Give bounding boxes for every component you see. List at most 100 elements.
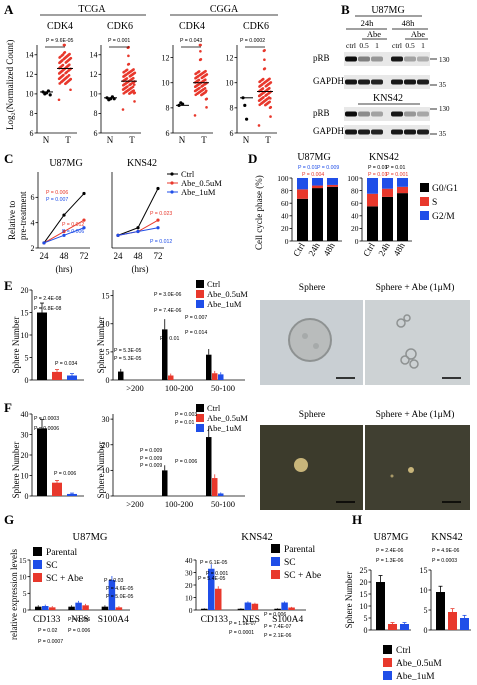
panel-h-c2-tick-label: 15 bbox=[420, 566, 428, 575]
panel-g-legend-sc: SC bbox=[46, 561, 58, 571]
panel-c-point bbox=[62, 213, 66, 217]
panel-f-right-x-tick-label: 50-100 bbox=[211, 499, 235, 509]
panel-e-right-bar bbox=[206, 354, 212, 380]
panel-c-point bbox=[42, 241, 46, 245]
panel-label-b: B bbox=[341, 2, 350, 17]
panel-g-legend-1: Parental SC SC + Abe bbox=[33, 547, 83, 584]
panel-b-band-prb-2 bbox=[345, 111, 357, 117]
panel-f-right-tick-label: 10 bbox=[102, 466, 110, 475]
panel-e: Sphere Number Sphere Number 0 5 10 15 20 0 5 1… bbox=[11, 279, 470, 393]
panel-c-legend-abe05: Abe_0.5uM bbox=[181, 178, 222, 188]
panel-d-c1-tick-label: 60 bbox=[281, 199, 289, 208]
panel-a-c1-tick-label: 6 bbox=[30, 129, 34, 138]
panel-f-right-tick-label: 20 bbox=[102, 441, 110, 450]
panel-a-c1-tick-label: 12 bbox=[26, 70, 34, 79]
panel-g-legend-parental-2: Parental bbox=[284, 545, 315, 555]
panel-b-band-gapdh-2 bbox=[345, 129, 357, 135]
panel-a-tumor-point bbox=[65, 65, 69, 68]
panel-a-tumor-point bbox=[257, 94, 261, 98]
panel-a-tumor-point bbox=[122, 92, 126, 95]
panel-e-right-p-6: P = 0.007 bbox=[185, 315, 207, 321]
panel-e-left-bar bbox=[67, 375, 77, 380]
panel-g-x-tick-label: S100A4 bbox=[98, 615, 129, 625]
panel-e-right-axes: 0 5 10 15 >200 100-200 50-100 bbox=[102, 290, 245, 393]
panel-b-lane-labels: ctrl 0.5 1 ctrl 0.5 1 bbox=[346, 41, 425, 50]
panel-b-band-gapdh bbox=[371, 79, 383, 85]
panel-g-bar bbox=[42, 606, 49, 610]
panel-f-left-tick-label: 30 bbox=[21, 430, 29, 439]
panel-a-c4-tick-label: 12 bbox=[226, 53, 234, 62]
panel-h-chart1-axes: 0 5 10 15 20 25 bbox=[360, 566, 411, 635]
panel-a-tumor-point bbox=[258, 85, 261, 88]
panel-a-tumor-point bbox=[197, 70, 200, 74]
panel-g-bar bbox=[68, 606, 75, 610]
panel-g-bar bbox=[75, 602, 82, 610]
panel-b-lane-label: 0.5 bbox=[405, 41, 415, 50]
panel-c-ylabel-1: Relative to bbox=[7, 200, 17, 240]
panel-d: Cell cycle phase (%) U87MG KNS42 0 20 40 60… bbox=[254, 152, 458, 258]
panel-f-legend-ctrl: Ctrl bbox=[207, 403, 221, 413]
panel-b-drug-1: Abe bbox=[367, 29, 381, 39]
panel-f-left-tick-label: 40 bbox=[21, 410, 29, 419]
panel-f-left-tick-label: 0 bbox=[25, 492, 29, 501]
panel-label-c: C bbox=[4, 151, 13, 166]
panel-f-left-tick-label: 20 bbox=[21, 451, 29, 460]
panel-a-tumor-point bbox=[262, 67, 266, 71]
panel-d-chart1-pblue-1: P = 0.01 bbox=[298, 165, 317, 171]
panel-g-bar bbox=[281, 602, 288, 610]
panel-g-bar bbox=[274, 608, 281, 610]
panel-d-c2-tick-label: 0 bbox=[355, 237, 359, 246]
panel-g-x-tick-label: CD133 bbox=[33, 615, 61, 625]
panel-b-band-gapdh-2 bbox=[417, 129, 429, 135]
panel-f: Sphere Number Sphere Number 0 10 20 30 40 0 1… bbox=[11, 403, 470, 510]
panel-f-image-sphere bbox=[260, 425, 363, 510]
panel-b-lane-label: ctrl bbox=[392, 41, 402, 50]
panel-e-legend-abe05: Abe_0.5uM bbox=[207, 289, 248, 299]
panel-a-tumor-point bbox=[67, 68, 71, 72]
panel-a-tumor-point bbox=[123, 70, 126, 74]
panel-c-chart1-p-3: P = 0.012 bbox=[62, 222, 84, 228]
panel-a-chart2-p: P = 0.001 bbox=[108, 38, 130, 44]
panel-a-tumor-point bbox=[268, 106, 272, 110]
panel-a-c2-tick-label: 6 bbox=[94, 129, 98, 138]
panel-e-right-p-2: P = 5.3E-05 bbox=[114, 356, 142, 362]
panel-e-image-sphere-abe bbox=[365, 300, 470, 385]
panel-d-legend: G0/G1 S G2/M bbox=[420, 183, 458, 222]
panel-e-right-bar bbox=[212, 373, 218, 380]
panel-h-c2-bar bbox=[448, 612, 457, 630]
panel-e-right-tick-label: 15 bbox=[102, 291, 110, 300]
panel-d-x-tick-label: 48h bbox=[321, 241, 337, 258]
panel-g-bar bbox=[237, 608, 245, 610]
panel-c-x-tick-label: 48 bbox=[134, 251, 144, 261]
panel-a-tumor-point bbox=[194, 89, 198, 92]
panel-a-tumor-point bbox=[200, 93, 203, 97]
panel-b-lane-label: ctrl bbox=[346, 41, 356, 50]
panel-g-x-tick-label: NES bbox=[242, 615, 260, 625]
panel-a-normal-point bbox=[48, 93, 52, 97]
panel-label-e: E bbox=[4, 278, 13, 293]
panel-h-c1-bar bbox=[388, 624, 397, 630]
panel-a-chart3-title: CDK4 bbox=[179, 21, 205, 32]
panel-a-c3-tick-label: 12 bbox=[162, 53, 170, 62]
panel-f-ylabel-2: Sphere Number bbox=[96, 442, 106, 499]
panel-label-d: D bbox=[248, 151, 257, 166]
panel-g-c2-p-6: P = 7.4E-07 bbox=[264, 624, 292, 630]
panel-d-chart2-title: KNS42 bbox=[369, 152, 399, 163]
panel-c-xlabel-1: (hrs) bbox=[56, 264, 73, 274]
panel-f-image-label-1: Sphere bbox=[299, 410, 325, 420]
panel-a-chart1-cat-t: T bbox=[65, 135, 71, 145]
panel-a-tumor-point bbox=[65, 60, 68, 64]
panel-c-point bbox=[156, 186, 160, 191]
panel-e-right-x-tick-label: 100-200 bbox=[165, 383, 193, 393]
panel-g-c1-p-3: P = 0.006 bbox=[68, 617, 90, 623]
panel-c-point bbox=[116, 233, 120, 237]
panel-d-legend-g0: G0/G1 bbox=[432, 184, 458, 194]
panel-a-tumor-point bbox=[193, 85, 197, 89]
panel-h-c2-tick-label: 10 bbox=[420, 586, 428, 595]
panel-b-row-gapdh-2: GAPDH bbox=[313, 126, 345, 136]
panel-b-blot-gapdh bbox=[344, 75, 430, 89]
panel-e-legend-abe1: Abe_1uM bbox=[207, 299, 242, 309]
panel-d-legend-s: S bbox=[432, 198, 437, 208]
panel-a-tumor-point bbox=[194, 93, 198, 97]
